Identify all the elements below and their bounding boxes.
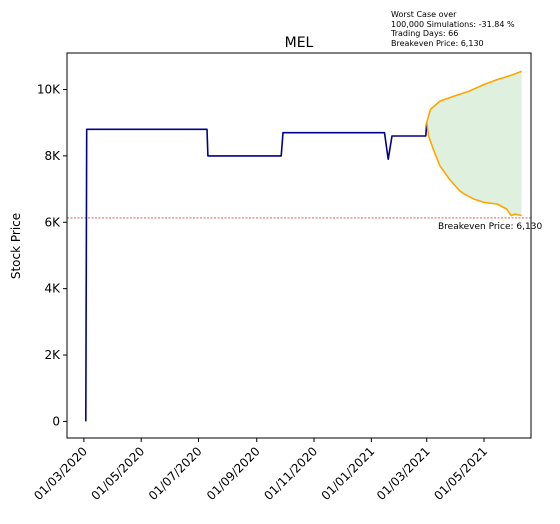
chart-title: MEL: [285, 35, 314, 51]
y-axis: 0 2K 4K 6K 8K 10K: [37, 83, 67, 429]
y-tick-label: 10K: [37, 83, 61, 97]
x-tick-label: 01/05/2020: [89, 444, 148, 503]
summary-line: Worst Case over: [391, 10, 515, 20]
simulation-fill-area: [427, 71, 522, 215]
x-tick-label: 01/01/2021: [319, 444, 378, 503]
x-tick-label: 01/03/2021: [374, 444, 433, 503]
x-tick-label: 01/05/2021: [431, 444, 490, 503]
y-axis-label: Stock Price: [9, 213, 23, 279]
y-tick-label: 6K: [44, 215, 61, 229]
simulation-range-fill: [427, 71, 522, 215]
y-tick-label: 4K: [44, 282, 61, 296]
y-tick-label: 0: [52, 414, 60, 428]
y-tick-label: 2K: [44, 348, 61, 362]
x-tick-label: 01/11/2020: [261, 444, 320, 503]
historical-price-line: [86, 123, 427, 422]
summary-line: Breakeven Price: 6,130: [391, 39, 515, 49]
x-tick-label: 01/09/2020: [204, 444, 263, 503]
breakeven-label: Breakeven Price: 6,130: [438, 222, 542, 232]
simulation-summary: Worst Case over 100,000 Simulations: -31…: [391, 10, 515, 48]
y-tick-label: 8K: [44, 149, 61, 163]
x-tick-label: 01/03/2020: [31, 444, 90, 503]
summary-line: Trading Days: 66: [391, 29, 515, 39]
summary-line: 100,000 Simulations: -31.84 %: [391, 20, 515, 30]
x-tick-label: 01/07/2020: [146, 444, 205, 503]
